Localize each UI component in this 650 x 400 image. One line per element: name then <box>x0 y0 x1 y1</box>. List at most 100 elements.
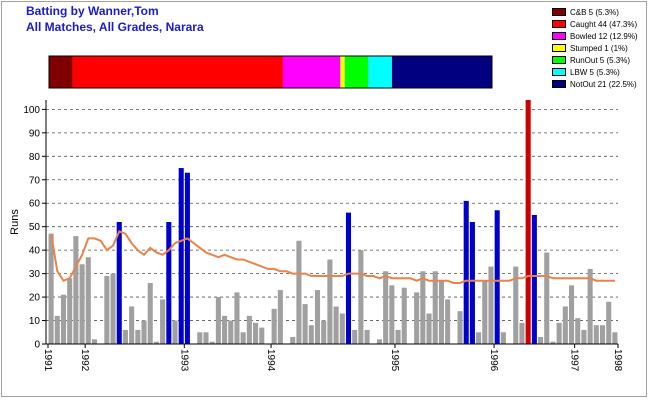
innings-bar <box>556 322 562 344</box>
innings-bar <box>587 268 593 344</box>
innings-bar <box>333 306 339 344</box>
dismissal-segment-stumped <box>340 56 345 88</box>
innings-bar <box>314 290 321 344</box>
legend-label: NotOut 21 (22.5%) <box>570 79 637 89</box>
legend-swatch <box>552 68 566 76</box>
innings-bar <box>48 233 54 344</box>
innings-bar <box>73 236 79 344</box>
innings-bar <box>606 301 612 344</box>
innings-bar <box>259 327 265 344</box>
x-tick-label: 1992 <box>79 349 90 372</box>
y-tick-label: 100 <box>23 105 40 116</box>
innings-bar <box>401 287 407 344</box>
innings-bar <box>445 299 451 344</box>
legend-label: Caught 44 (47.3%) <box>570 19 638 29</box>
average-line <box>50 230 615 284</box>
innings-bar <box>525 100 531 344</box>
legend-item-caught: Caught 44 (47.3%) <box>552 18 648 30</box>
y-tick-label: 80 <box>29 152 41 163</box>
dismissal-segment-caught <box>72 56 283 88</box>
y-tick-label: 30 <box>29 269 41 280</box>
innings-bar <box>575 318 581 344</box>
innings-bar <box>172 320 178 344</box>
legend-swatch <box>552 32 566 40</box>
innings-bar <box>209 341 215 344</box>
innings-bar <box>352 329 358 344</box>
innings-bar <box>568 285 575 344</box>
innings-bar <box>469 222 475 344</box>
y-tick-label: 0 <box>34 340 40 351</box>
legend-swatch <box>552 80 566 88</box>
dismissal-segment-bowled <box>282 56 341 88</box>
innings-bar <box>414 292 420 344</box>
legend: C&B 5 (5.3%) Caught 44 (47.3%) Bowled 12 (… <box>552 6 648 90</box>
innings-bar <box>476 332 482 344</box>
innings-bar <box>438 280 444 344</box>
innings-bar <box>203 332 209 344</box>
innings-bar <box>184 172 190 344</box>
dismissal-segment-c_and_b <box>49 56 73 88</box>
legend-label: RunOut 5 (5.3%) <box>570 55 631 65</box>
innings-bar <box>482 280 488 344</box>
innings-bar <box>129 306 135 344</box>
legend-item-bowled: Bowled 12 (12.9%) <box>552 30 648 42</box>
innings-bar <box>290 336 296 344</box>
innings-bar <box>321 320 327 344</box>
innings-bar <box>277 290 283 344</box>
y-tick-label: 70 <box>29 175 41 186</box>
innings-bar <box>432 271 438 344</box>
chart-subtitle: All Matches, All Grades, Narara <box>26 20 204 34</box>
innings-bar <box>395 329 401 344</box>
innings-bar <box>308 325 314 344</box>
innings-bar <box>494 210 500 344</box>
innings-bar <box>519 322 525 344</box>
legend-item-notout: NotOut 21 (22.5%) <box>552 78 648 90</box>
innings-bar <box>345 212 352 344</box>
innings-bar <box>246 315 252 344</box>
legend-label: Bowled 12 (12.9%) <box>570 31 638 41</box>
innings-bar <box>166 222 172 344</box>
x-tick-label: 1993 <box>178 349 189 372</box>
innings-bar <box>376 339 383 344</box>
innings-bar <box>67 278 73 344</box>
legend-label: Stumped 1 (1%) <box>570 43 628 53</box>
innings-bar <box>79 264 85 344</box>
innings-bar <box>364 329 370 344</box>
innings-bar <box>240 332 246 344</box>
y-tick-label: 10 <box>29 316 41 327</box>
x-tick-label: 1996 <box>488 349 499 372</box>
innings-bar <box>500 332 506 344</box>
innings-bar <box>60 294 67 344</box>
legend-item-lbw: LBW 5 (5.3%) <box>552 66 648 78</box>
innings-bar <box>228 320 234 344</box>
innings-bar <box>85 257 91 344</box>
legend-item-stumped: Stumped 1 (1%) <box>552 42 648 54</box>
y-tick-label: 50 <box>29 222 41 233</box>
innings-bar <box>538 336 544 344</box>
y-tick-label: 40 <box>29 246 41 257</box>
innings-bar <box>550 341 556 344</box>
innings-bar <box>593 325 599 344</box>
innings-bar <box>147 283 153 344</box>
innings-bar <box>581 329 587 344</box>
innings-bar <box>463 200 469 344</box>
innings-bar <box>104 275 110 344</box>
x-tick-label: 1998 <box>612 349 623 372</box>
y-axis-label: Runs <box>9 209 21 235</box>
dismissal-segment-lbw <box>368 56 392 88</box>
innings-bar <box>91 339 98 344</box>
innings-bar <box>160 299 166 344</box>
innings-bar <box>327 259 333 344</box>
legend-swatch <box>552 44 566 52</box>
innings-bar <box>178 168 184 344</box>
chart-title: Batting by Wanner,Tom <box>26 4 159 18</box>
innings-bar <box>339 313 345 344</box>
innings-bar <box>110 273 116 344</box>
innings-bar <box>122 329 128 344</box>
innings-bar <box>420 271 426 344</box>
innings-bar <box>141 320 147 344</box>
legend-swatch <box>552 56 566 64</box>
dismissal-bar-border <box>48 55 493 89</box>
legend-item-runout: RunOut 5 (5.3%) <box>552 54 648 66</box>
